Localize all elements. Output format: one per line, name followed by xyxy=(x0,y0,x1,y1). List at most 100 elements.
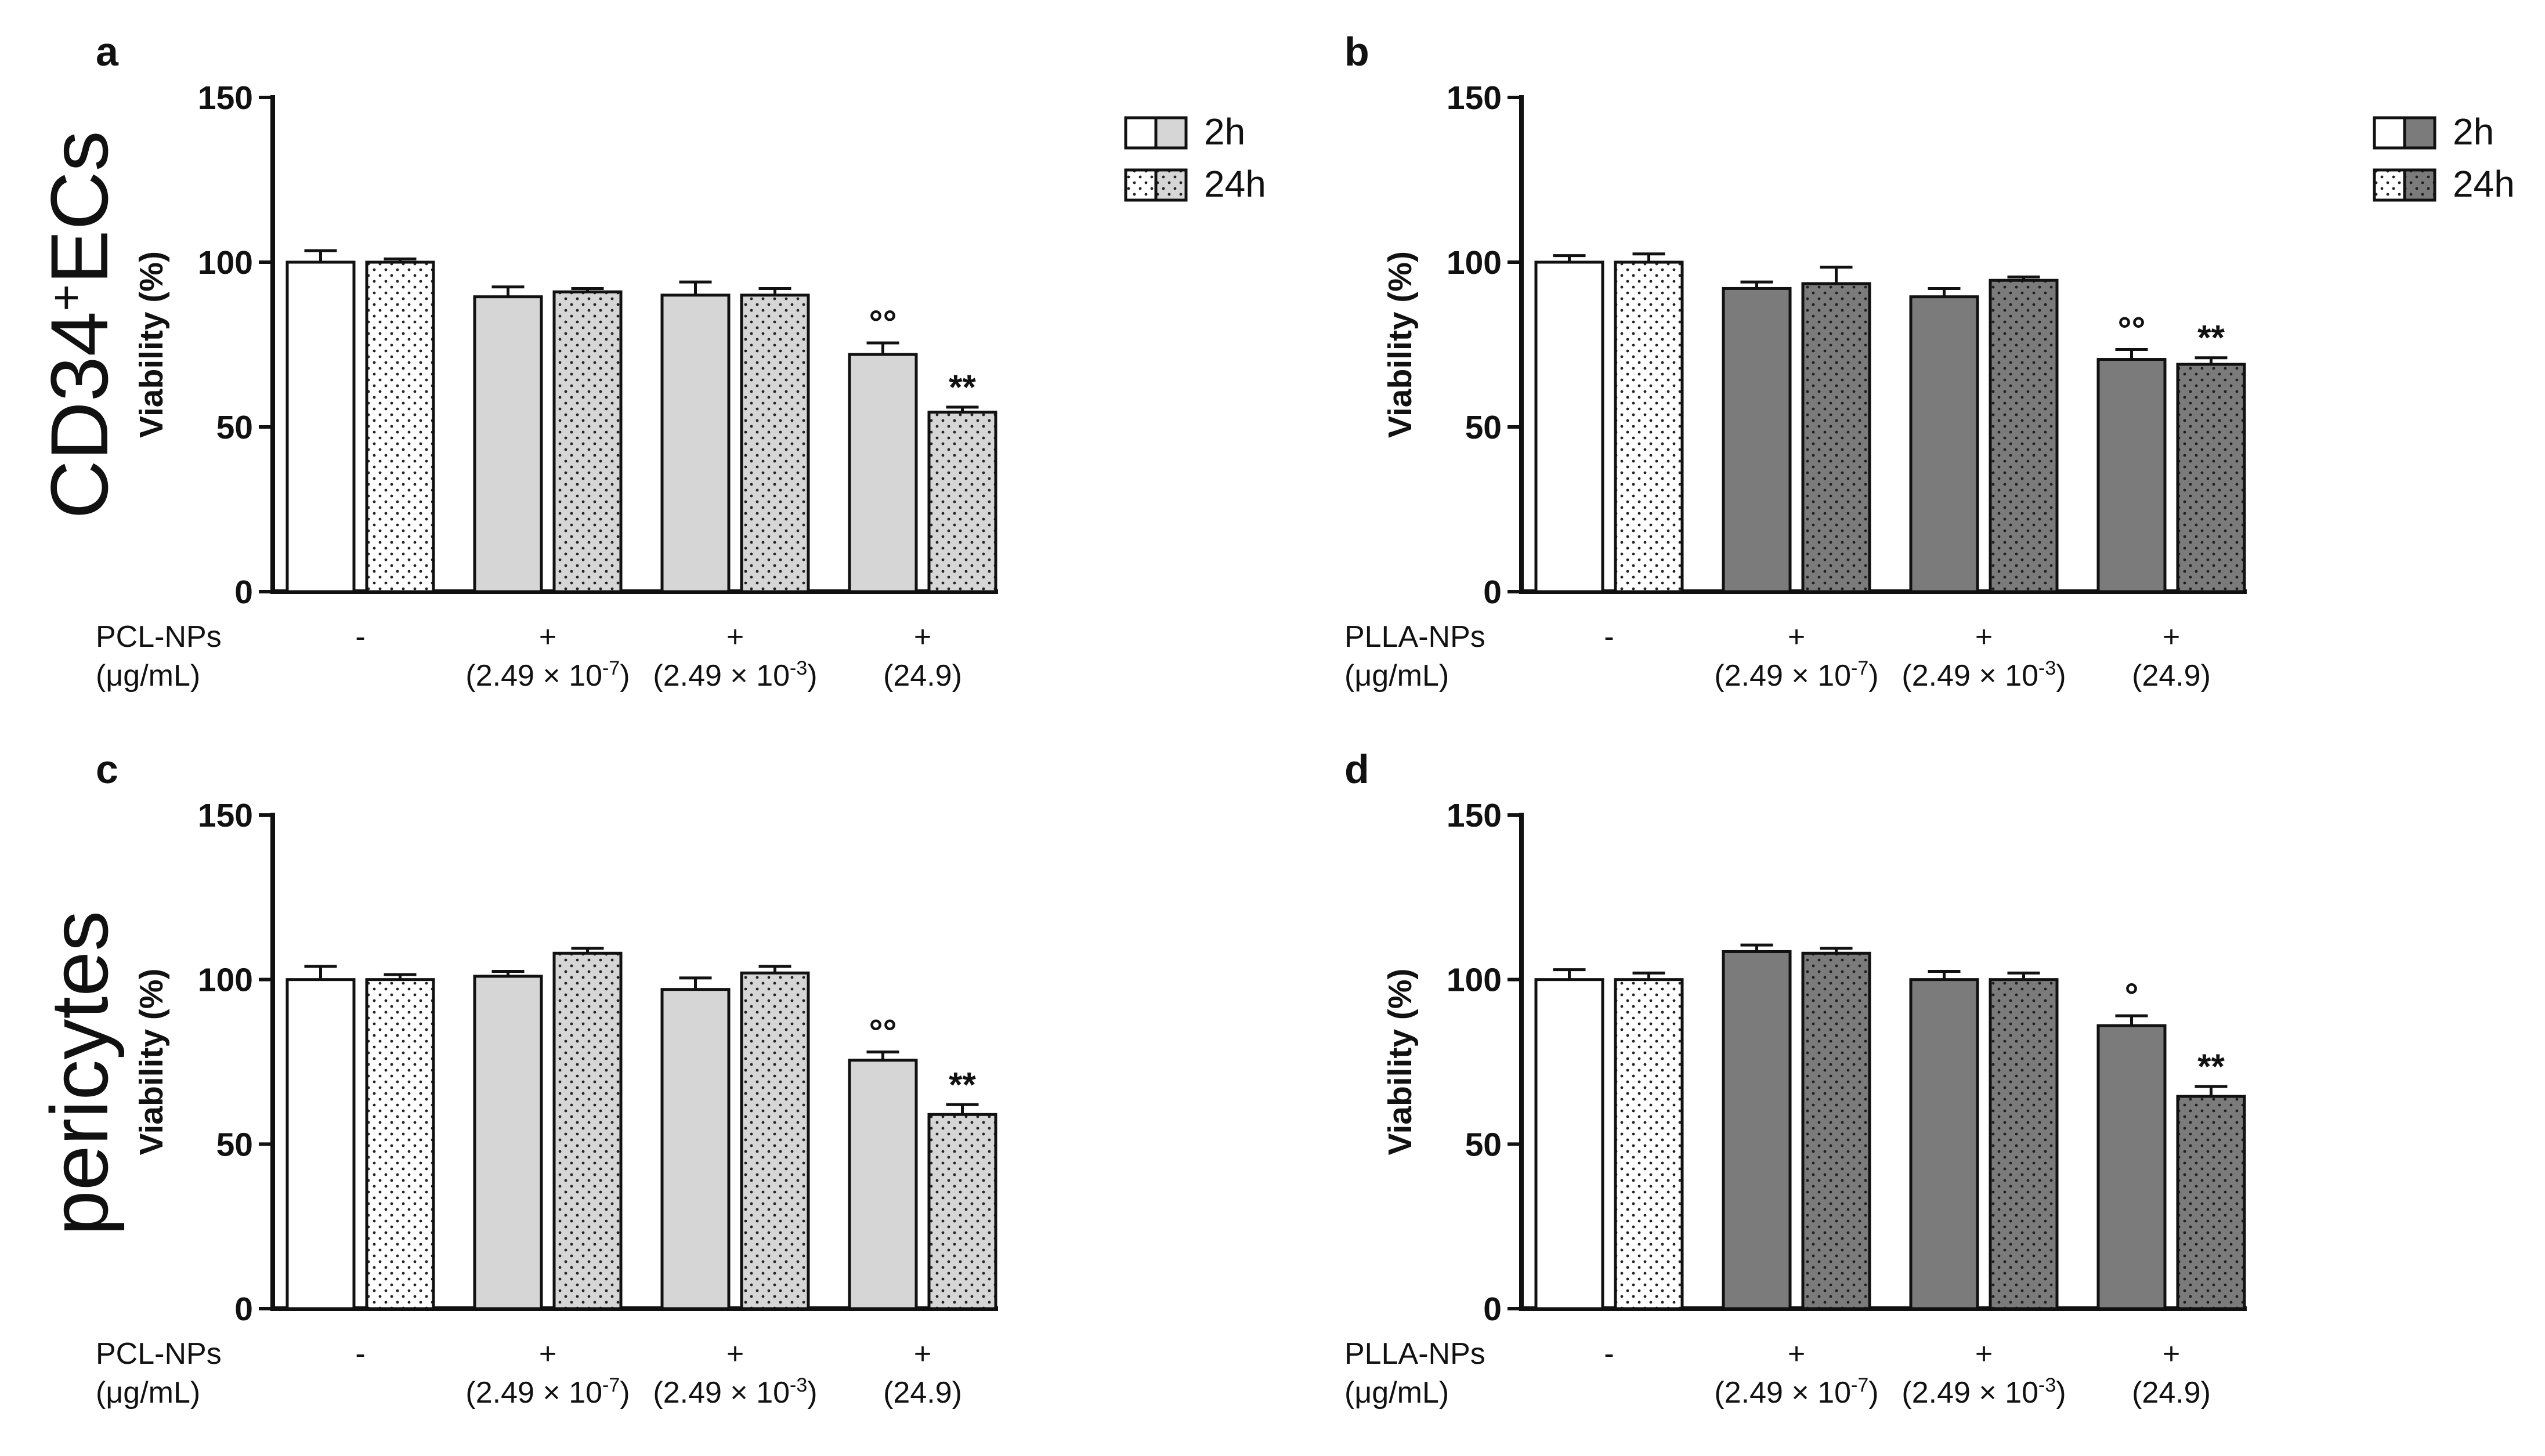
bar-24h-group-1 xyxy=(1614,260,1684,593)
y-tick-label: 0 xyxy=(1483,574,1502,611)
bar-24h-group-2 xyxy=(1801,951,1871,1310)
group-sign-label: + xyxy=(1788,620,1805,654)
group-sign-label: + xyxy=(2163,1337,2180,1371)
panel-b: b Viability (%) 0 50 100 150 °° ** PLLA-NPs (μg/m… xyxy=(1344,29,2515,693)
error-bar xyxy=(1632,252,1665,262)
bar-2h-group-2 xyxy=(473,975,543,1310)
error-bar xyxy=(1553,968,1586,980)
bar-2h-group-1 xyxy=(1534,978,1604,1310)
error-bar xyxy=(679,280,712,295)
bar-2h-group-4 xyxy=(2096,1024,2167,1310)
panel-letter: b xyxy=(1344,29,1369,74)
concentration-close: ) xyxy=(1868,659,1878,693)
group-sign-label: - xyxy=(1604,1337,1614,1371)
error-bar xyxy=(1632,971,1665,980)
bar-24h-group-1 xyxy=(365,978,435,1310)
group-sign-label: + xyxy=(914,1337,931,1371)
legend-swatch-control xyxy=(1124,116,1158,150)
concentration-base: (2.49 × 10 xyxy=(653,659,790,693)
y-axis-label: Viability (%) xyxy=(1382,968,1419,1155)
y-axis-label: Viability (%) xyxy=(133,251,170,438)
y-axis-label: Viability (%) xyxy=(133,968,170,1155)
significance-mark: ° xyxy=(2125,976,2139,1015)
error-bar xyxy=(1820,947,1853,954)
bar-24h-group-3 xyxy=(1989,278,2059,593)
panel-letter: a xyxy=(96,29,119,74)
concentration-close: ) xyxy=(807,659,817,693)
y-tick-label: 0 xyxy=(234,574,253,611)
y-tick-label: 0 xyxy=(1483,1291,1502,1328)
y-tick-label: 150 xyxy=(198,79,253,117)
bar-24h-group-4 xyxy=(927,410,997,593)
row-label-cd34-plus: + xyxy=(40,284,92,312)
group-sign-label: - xyxy=(355,1337,365,1371)
concentration-exponent: -3 xyxy=(790,657,807,679)
row-label-ecs: ECs xyxy=(34,131,125,284)
group-sign-label: + xyxy=(914,620,931,654)
bar-24h-group-4 xyxy=(2176,363,2246,593)
significance-mark: °° xyxy=(869,303,897,342)
concentration-base: (24.9) xyxy=(883,659,962,693)
bar-24h-group-2 xyxy=(552,290,623,593)
group-sign-label: - xyxy=(1604,620,1614,654)
concentration-exponent: -7 xyxy=(602,1374,620,1396)
concentration-exponent: -7 xyxy=(1851,657,1868,679)
group-sign-label: + xyxy=(2163,620,2180,654)
legend-swatch-control xyxy=(1124,168,1158,202)
legend-label: 24h xyxy=(1204,163,1266,205)
group-concentration-label: (24.9) xyxy=(2132,659,2211,693)
error-bar xyxy=(304,965,337,980)
group-sign-label: + xyxy=(1975,620,1993,654)
error-bar xyxy=(571,287,604,292)
bar-2h-group-4 xyxy=(848,353,918,593)
group-concentration-label: (2.49 × 10-3) xyxy=(1901,657,2066,693)
error-bar xyxy=(2195,1085,2228,1097)
bar-24h-group-2 xyxy=(1801,282,1871,593)
bar-24h-group-3 xyxy=(1989,978,2059,1310)
concentration-base: (2.49 × 10 xyxy=(1901,1376,2038,1410)
error-bar xyxy=(1928,287,1961,297)
error-bar xyxy=(1553,254,1586,262)
row-label-cd34-ecs: CD34+ECs xyxy=(34,131,125,519)
row-label-pericytes: pericytes xyxy=(34,911,125,1236)
group-concentration-label: (24.9) xyxy=(883,1376,962,1410)
legend-swatch-control xyxy=(2373,168,2406,202)
bar-2h-group-1 xyxy=(285,978,356,1310)
legend-label: 2h xyxy=(1204,111,1245,153)
concentration-base: (24.9) xyxy=(2132,659,2211,693)
y-tick-label: 0 xyxy=(234,1291,253,1328)
significance-mark: ** xyxy=(949,1065,976,1104)
concentration-close: ) xyxy=(2056,1376,2066,1410)
condition-label: PLLA-NPs xyxy=(1344,1337,1485,1371)
error-bar xyxy=(946,405,979,412)
group-concentration-label: (2.49 × 10-3) xyxy=(1901,1374,2066,1410)
group-concentration-label: (2.49 × 10-7) xyxy=(1714,657,1878,693)
significance-mark: °° xyxy=(869,1012,897,1051)
concentration-exponent: -7 xyxy=(602,657,620,679)
panel-c: c Viability (%) 0 50 100 150 °° ** PCL-NPs (μg/mL… xyxy=(96,747,998,1410)
group-concentration-label: (24.9) xyxy=(883,659,962,693)
error-bar xyxy=(384,257,417,262)
legend-swatch-treated xyxy=(2403,168,2436,202)
bar-24h-group-3 xyxy=(740,971,810,1310)
bar-24h-group-1 xyxy=(1614,978,1684,1310)
group-sign-label: + xyxy=(539,1337,556,1371)
group-concentration-label: (24.9) xyxy=(2132,1376,2211,1410)
condition-unit-label: (μg/mL) xyxy=(96,659,200,693)
error-bar xyxy=(758,965,791,973)
concentration-close: ) xyxy=(620,659,630,693)
panel-a: a Viability (%) 0 50 100 150 °° ** PCL-NPs (μg/mL… xyxy=(96,29,1266,693)
bar-2h-group-3 xyxy=(660,988,731,1310)
group-concentration-label: (2.49 × 10-7) xyxy=(1714,1374,1878,1410)
panel-letter: d xyxy=(1344,747,1369,792)
legend-swatch-treated xyxy=(1154,116,1188,150)
bar-2h-group-1 xyxy=(1534,260,1604,593)
concentration-base: (2.49 × 10 xyxy=(1714,659,1851,693)
group-sign-label: - xyxy=(355,620,365,654)
y-tick-label: 50 xyxy=(1465,1126,1502,1163)
condition-label: PCL-NPs xyxy=(96,620,222,654)
legend-label: 2h xyxy=(2453,111,2494,153)
concentration-base: (2.49 × 10 xyxy=(465,659,602,693)
y-tick-label: 150 xyxy=(1447,797,1502,834)
